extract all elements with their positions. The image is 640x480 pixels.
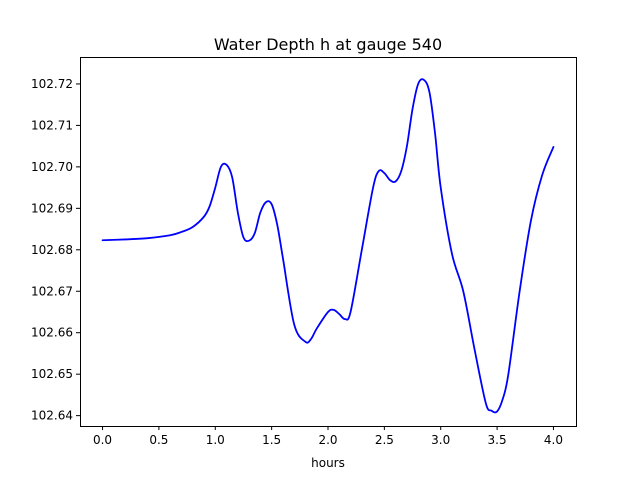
x-tick-label-2: 1.0 [206, 433, 225, 447]
series-line-0 [101, 78, 555, 414]
chart-title: Water Depth h at gauge 540 [214, 35, 442, 54]
y-tick-label-0: 102.64 [31, 409, 73, 423]
y-tick-label-4: 102.68 [31, 243, 73, 257]
x-tick-label-3: 1.5 [262, 433, 281, 447]
y-tick-label-8: 102.72 [31, 77, 73, 91]
y-tick-label-7: 102.71 [31, 118, 73, 132]
plot-frame [80, 57, 577, 427]
x-tick-label-4: 2.0 [318, 433, 337, 447]
y-tick-label-5: 102.69 [31, 201, 73, 215]
y-tick-label-1: 102.65 [31, 367, 73, 381]
x-tick-label-5: 2.5 [375, 433, 394, 447]
x-tick-label-6: 3.0 [431, 433, 450, 447]
x-axis-label: hours [311, 456, 345, 470]
x-tick-label-0: 0.0 [93, 433, 112, 447]
y-tick-label-3: 102.67 [31, 284, 73, 298]
x-tick-label-8: 4.0 [544, 433, 563, 447]
y-tick-label-2: 102.66 [31, 326, 73, 340]
x-tick-label-7: 3.5 [488, 433, 507, 447]
x-tick-label-1: 0.5 [149, 433, 168, 447]
y-tick-label-6: 102.70 [31, 160, 73, 174]
